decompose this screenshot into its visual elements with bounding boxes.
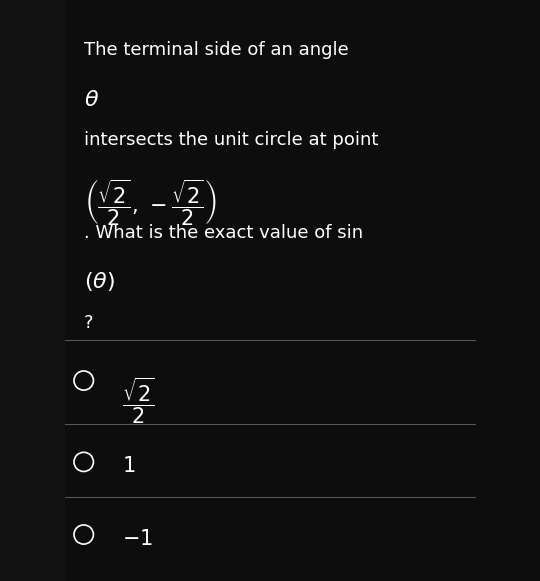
Text: $1$: $1$ [122, 456, 135, 476]
Text: ?: ? [84, 314, 93, 332]
Text: intersects the unit circle at point: intersects the unit circle at point [84, 131, 378, 149]
Text: $-1$: $-1$ [122, 529, 152, 548]
Text: $\dfrac{\sqrt{2}}{2}$: $\dfrac{\sqrt{2}}{2}$ [122, 375, 154, 425]
Text: $(\theta)$: $(\theta)$ [84, 270, 114, 293]
Text: The terminal side of an angle: The terminal side of an angle [84, 41, 348, 59]
Text: . What is the exact value of sin: . What is the exact value of sin [84, 224, 363, 242]
Text: $\theta$: $\theta$ [84, 90, 99, 110]
Text: $\left(\dfrac{\sqrt{2}}{2},\,-\dfrac{\sqrt{2}}{2}\right)$: $\left(\dfrac{\sqrt{2}}{2},\,-\dfrac{\sq… [84, 177, 217, 228]
FancyBboxPatch shape [0, 0, 65, 581]
